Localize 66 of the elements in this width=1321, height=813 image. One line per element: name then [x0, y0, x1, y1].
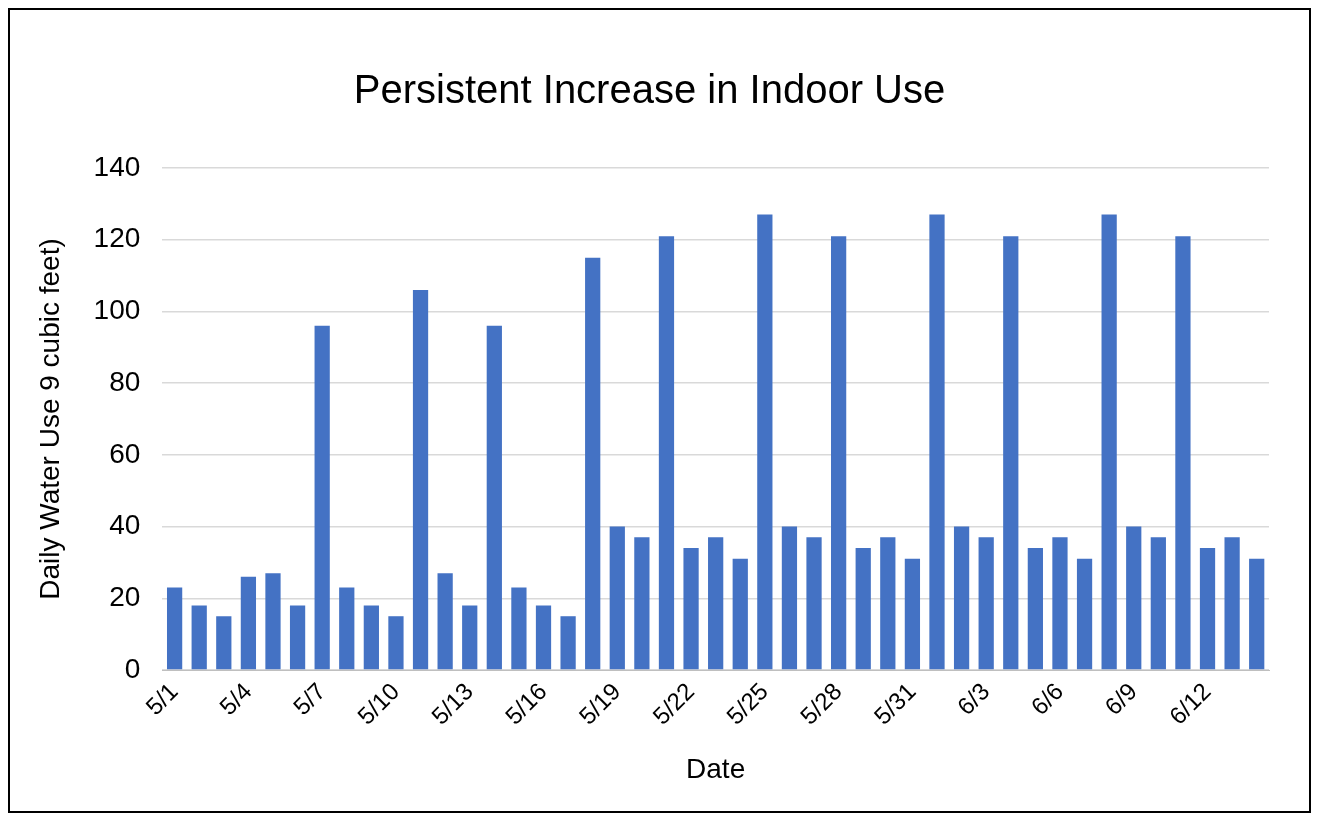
bar — [486, 325, 502, 670]
bar — [1003, 236, 1019, 670]
bar — [1224, 537, 1240, 670]
bar — [708, 537, 724, 670]
bar — [166, 587, 183, 670]
y-tick-label: 40 — [109, 509, 141, 541]
bar — [634, 537, 650, 670]
bar — [560, 616, 576, 670]
bar — [462, 605, 478, 670]
chart-title: Persistent Increase in Indoor Use — [353, 67, 946, 112]
bar — [314, 325, 330, 670]
bar — [831, 236, 847, 670]
bar — [1175, 236, 1191, 670]
bar — [388, 616, 404, 670]
bar — [216, 616, 232, 670]
y-tick-label: 140 — [93, 150, 141, 182]
y-tick-label: 20 — [109, 581, 141, 613]
x-tick-label: 5/7 — [287, 677, 331, 721]
bar — [511, 587, 527, 670]
bar — [929, 214, 945, 670]
bar — [855, 548, 871, 670]
bar — [1126, 526, 1142, 670]
x-axis-title: Date — [686, 752, 746, 784]
bar — [585, 257, 601, 670]
bar — [437, 573, 453, 670]
bar — [1150, 537, 1166, 670]
bar — [535, 605, 552, 670]
bar — [953, 526, 970, 670]
x-tick-label: 5/10 — [352, 677, 405, 730]
bar — [412, 289, 429, 670]
x-tick-label: 5/1 — [140, 677, 183, 721]
bar — [732, 558, 748, 670]
x-tick-label: 6/9 — [1099, 677, 1142, 721]
bar — [1199, 548, 1216, 670]
x-tick-label: 6/3 — [951, 677, 995, 721]
bar — [806, 537, 822, 670]
y-tick-label: 60 — [109, 437, 141, 469]
bar — [658, 236, 675, 670]
bar — [265, 573, 281, 670]
bar — [191, 605, 207, 670]
bar — [904, 558, 921, 670]
bar — [1101, 214, 1117, 670]
x-tick-label: 5/19 — [573, 677, 626, 730]
x-tick-label: 6/12 — [1163, 677, 1216, 730]
bar — [880, 537, 896, 670]
y-axis-title: Daily Water Use 9 cubic feet) — [33, 238, 65, 600]
y-tick-label: 0 — [124, 652, 141, 684]
x-tick-label: 5/31 — [868, 677, 921, 730]
bar — [1052, 537, 1068, 670]
bar — [363, 605, 379, 670]
bar — [289, 605, 306, 670]
x-tick-label: 5/4 — [213, 677, 257, 721]
bar — [1076, 558, 1093, 670]
bar — [339, 587, 355, 670]
bar — [1249, 558, 1265, 670]
bar — [240, 576, 257, 670]
bar — [683, 548, 699, 670]
bar — [978, 537, 994, 670]
y-tick-label: 100 — [93, 294, 141, 326]
bar — [1027, 548, 1043, 670]
bar — [609, 526, 625, 670]
x-tick-label: 6/6 — [1025, 677, 1069, 721]
bar — [757, 214, 773, 670]
y-tick-label: 80 — [109, 365, 141, 397]
bar — [781, 526, 798, 670]
y-tick-label: 120 — [93, 222, 141, 254]
